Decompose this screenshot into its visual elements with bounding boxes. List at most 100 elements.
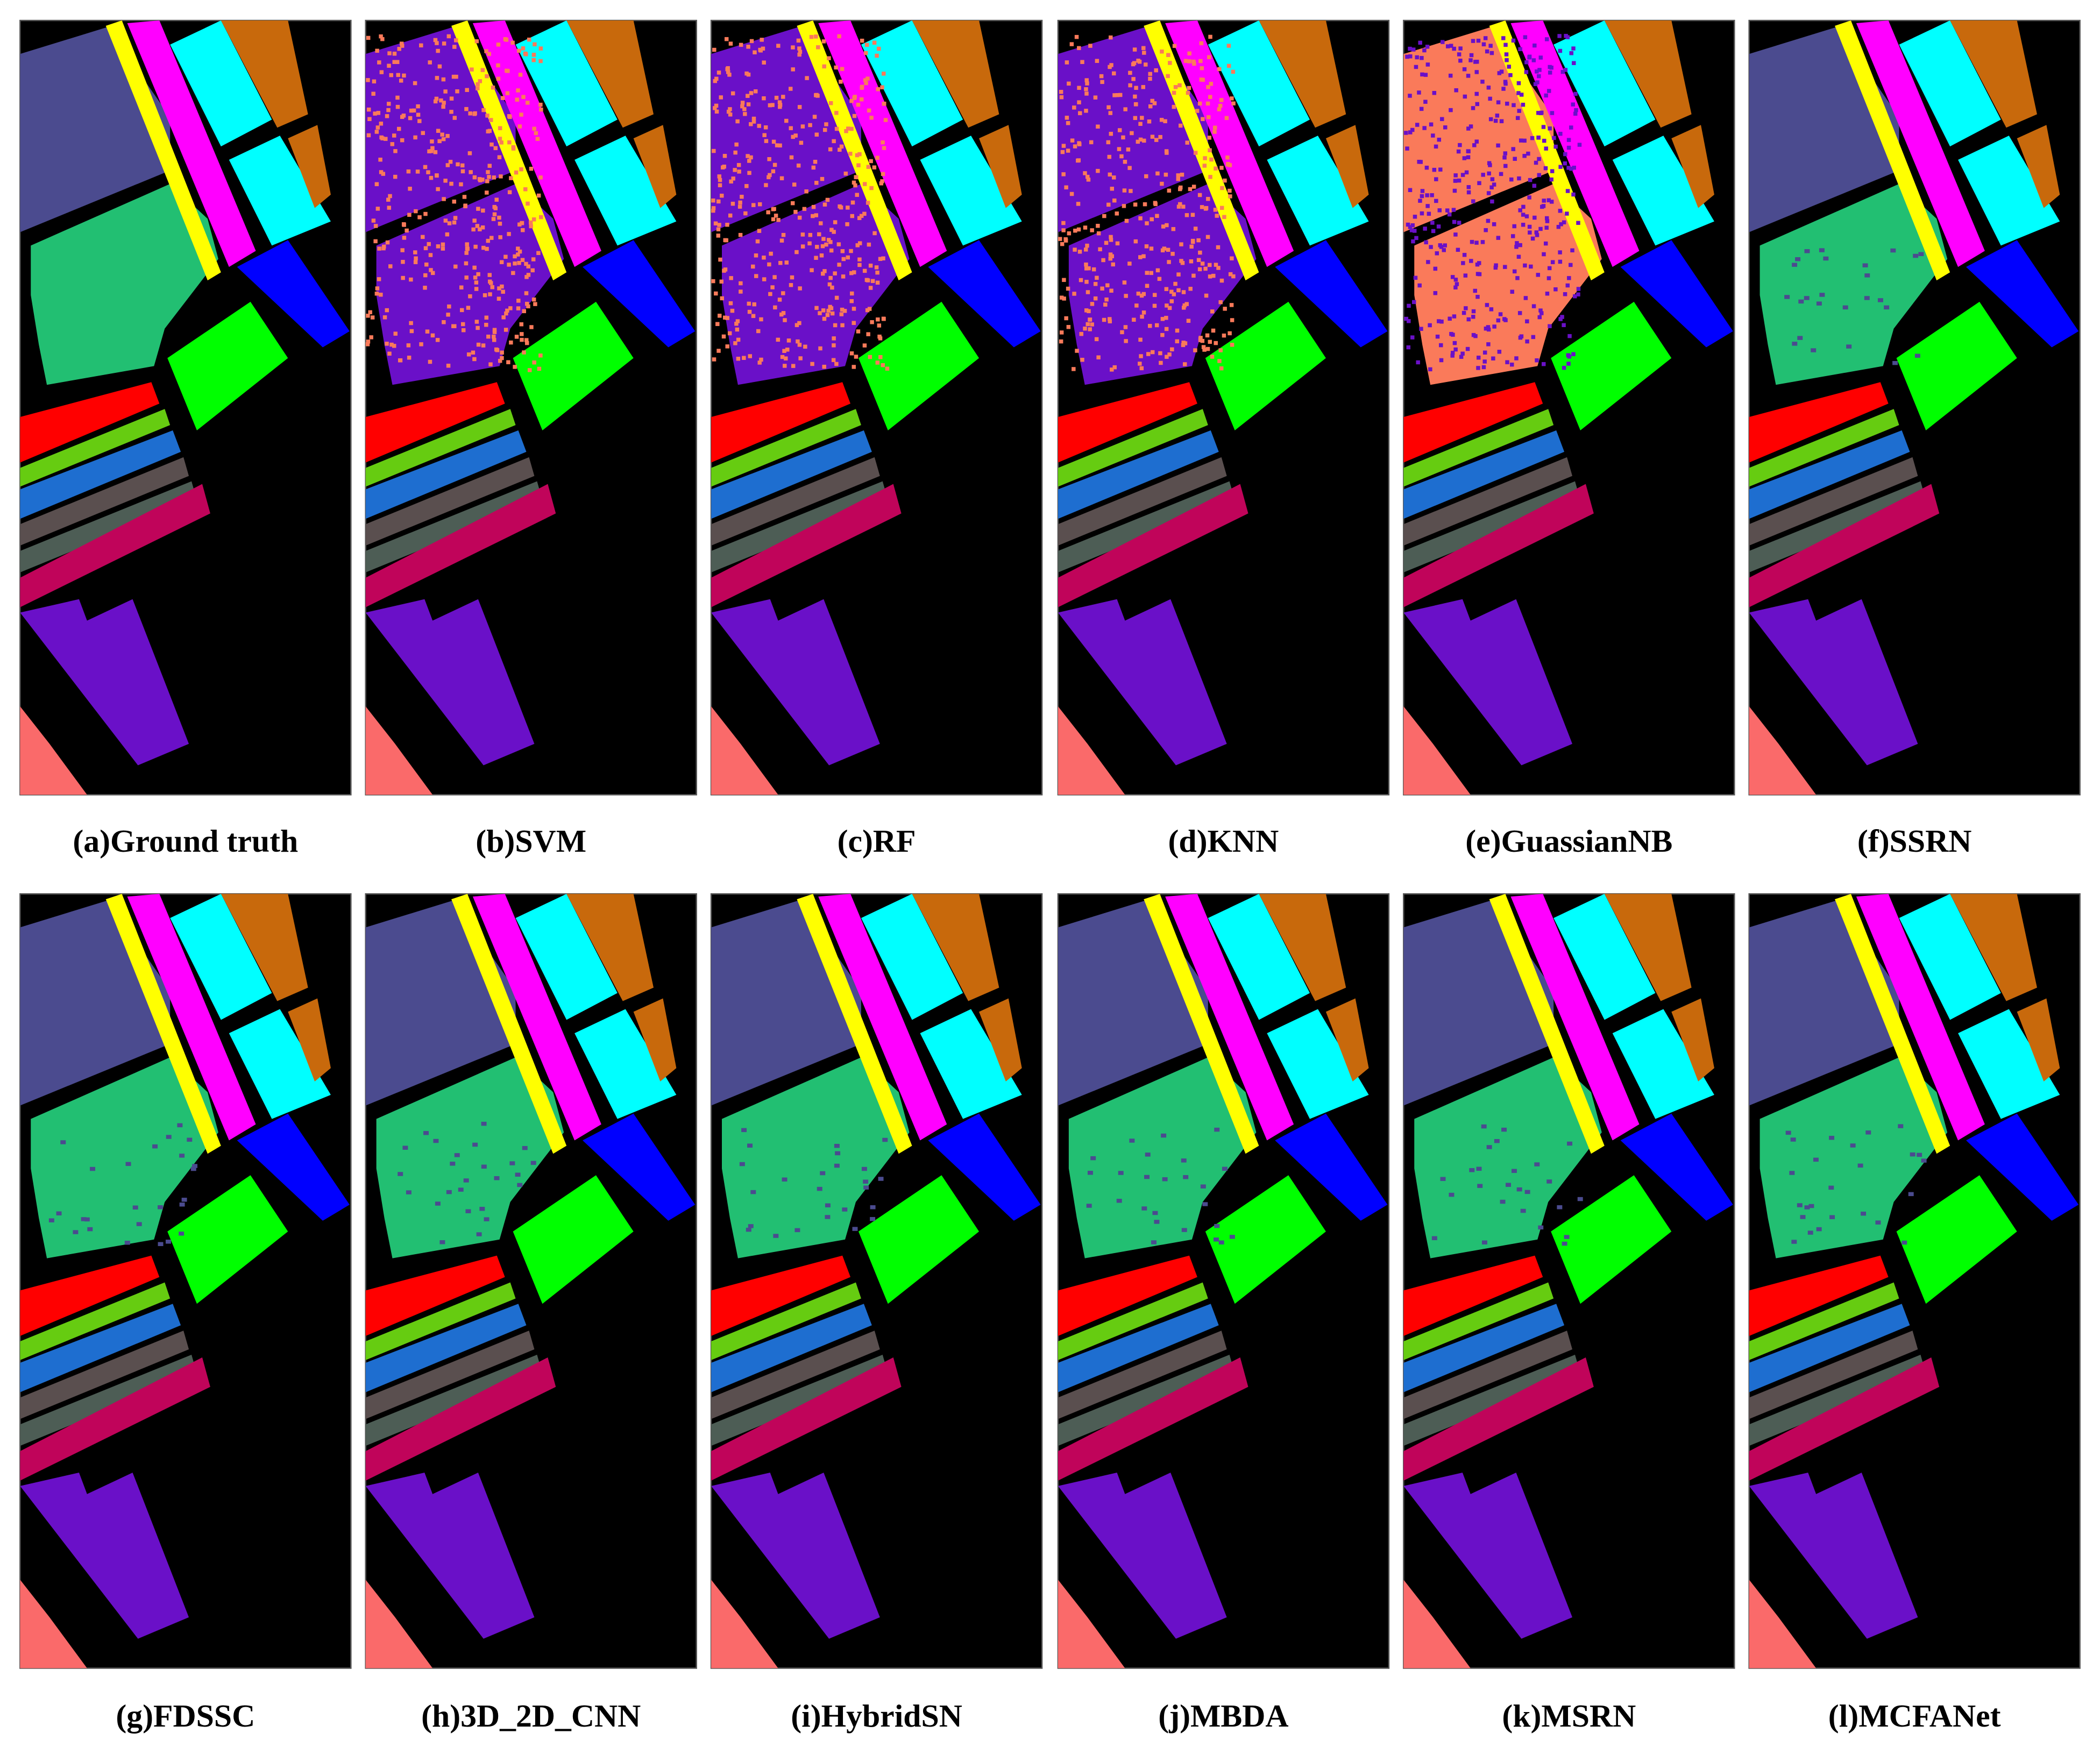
- noise-pixel: [1214, 263, 1218, 267]
- noise-pixel: [459, 308, 464, 313]
- classification-map: [365, 893, 697, 1669]
- noise-pixel: [1548, 324, 1552, 328]
- noise-pixel: [1087, 309, 1091, 314]
- noise-pixel: [736, 337, 741, 342]
- noise-pixel: [1550, 111, 1555, 115]
- noise-pixel: [1072, 367, 1076, 371]
- noise-pixel: [1083, 225, 1088, 230]
- noise-pixel: [1228, 272, 1233, 277]
- region-orange: [2017, 998, 2060, 1081]
- noise-pixel: [860, 86, 864, 90]
- noise-pixel: [488, 292, 492, 296]
- noise-pixel: [1139, 366, 1144, 371]
- noise-pixel: [834, 1143, 840, 1148]
- region-orange: [1950, 20, 2037, 128]
- noise-pixel: [747, 171, 751, 175]
- noise-pixel: [814, 306, 819, 310]
- noise-pixel: [844, 129, 848, 133]
- region-cyan: [229, 136, 331, 246]
- noise-pixel: [1116, 1199, 1122, 1203]
- noise-pixel: [877, 46, 881, 51]
- noise-pixel: [524, 275, 529, 279]
- noise-pixel: [492, 175, 496, 180]
- region-orange: [1259, 894, 1346, 1001]
- noise-pixel: [445, 232, 450, 237]
- noise-pixel: [1521, 204, 1526, 209]
- region-red: [1403, 382, 1543, 463]
- region-magenta: [818, 894, 947, 1141]
- noise-pixel: [1543, 166, 1548, 171]
- noise-pixel: [1124, 294, 1128, 298]
- noise-pixel: [1208, 95, 1212, 99]
- noise-pixel: [1432, 91, 1437, 95]
- region-violet: [20, 599, 189, 766]
- region-orange: [1671, 125, 1714, 208]
- panel-caption: (l)MCFANet: [1828, 1698, 2001, 1734]
- noise-pixel: [531, 53, 536, 57]
- noise-pixel: [854, 355, 859, 359]
- noise-pixel: [453, 264, 458, 269]
- noise-pixel: [393, 331, 398, 336]
- noise-pixel: [1892, 360, 1898, 365]
- noise-pixel: [1160, 49, 1164, 54]
- noise-pixel: [718, 257, 722, 262]
- noise-pixel: [538, 59, 543, 63]
- noise-pixel: [1198, 59, 1203, 63]
- noise-pixel: [1798, 299, 1804, 304]
- noise-pixel: [387, 63, 391, 68]
- noise-pixel: [1131, 77, 1136, 81]
- noise-pixel: [721, 334, 726, 339]
- noise-pixel: [387, 102, 391, 106]
- noise-pixel: [815, 245, 819, 249]
- noise-pixel: [481, 208, 485, 213]
- noise-pixel: [1452, 341, 1457, 345]
- noise-pixel: [1481, 1124, 1487, 1129]
- noise-pixel: [1175, 328, 1180, 333]
- noise-pixel: [1204, 293, 1209, 298]
- region-olive: [1058, 1282, 1208, 1360]
- noise-pixel: [396, 73, 400, 77]
- noise-pixel: [1195, 109, 1200, 113]
- noise-pixel: [1489, 185, 1494, 190]
- noise-pixel: [1523, 263, 1527, 268]
- noise-pixel: [494, 347, 499, 352]
- noise-pixel: [877, 323, 882, 328]
- noise-pixel: [388, 194, 392, 199]
- noise-pixel: [838, 147, 842, 152]
- noise-pixel: [716, 199, 721, 204]
- noise-pixel: [870, 1217, 876, 1221]
- noise-pixel: [471, 227, 476, 232]
- noise-pixel: [820, 244, 825, 249]
- noise-pixel: [757, 360, 762, 365]
- noise-pixel: [882, 101, 886, 106]
- noise-pixel: [1408, 54, 1413, 59]
- noise-pixel: [749, 91, 754, 95]
- noise-pixel: [1172, 90, 1176, 95]
- noise-pixel: [885, 366, 890, 371]
- noise-pixel: [487, 175, 491, 179]
- noise-pixel: [1226, 44, 1231, 48]
- noise-pixel: [1434, 199, 1438, 203]
- noise-pixel: [1411, 47, 1416, 52]
- noise-pixel: [1486, 342, 1491, 346]
- noise-pixel: [828, 101, 833, 105]
- noise-pixel: [718, 178, 722, 182]
- noise-pixel: [852, 1227, 858, 1231]
- noise-pixel: [1513, 157, 1517, 161]
- noise-pixel: [822, 269, 827, 273]
- noise-pixel: [775, 143, 779, 147]
- panel-caption: (g)FDSSC: [116, 1698, 255, 1734]
- noise-pixel: [1558, 259, 1563, 264]
- noise-pixel: [1229, 1235, 1235, 1239]
- noise-pixel: [1127, 261, 1132, 266]
- noise-pixel: [417, 119, 422, 123]
- noise-pixel: [413, 135, 417, 140]
- noise-pixel: [1155, 171, 1160, 176]
- noise-pixel: [725, 344, 729, 349]
- noise-pixel: [746, 45, 750, 49]
- noise-pixel: [1544, 216, 1549, 221]
- noise-pixel: [863, 1185, 869, 1190]
- noise-pixel: [834, 111, 839, 115]
- noise-pixel: [459, 285, 464, 290]
- region-olive: [365, 1282, 516, 1360]
